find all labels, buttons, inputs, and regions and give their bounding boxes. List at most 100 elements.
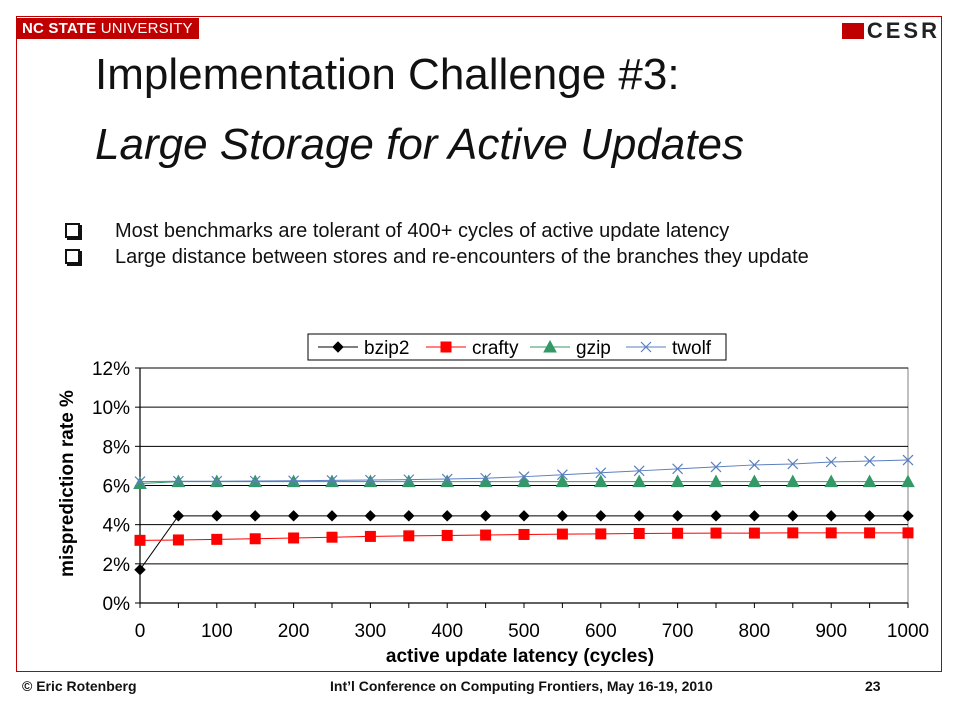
data-point-gzip [824, 474, 839, 488]
data-point-gzip [709, 474, 723, 488]
y-tick-label: 8% [103, 437, 131, 458]
marker-stroke [249, 475, 261, 487]
data-point-bzip2 [287, 510, 300, 522]
university-logo: NC STATE UNIVERSITY [16, 18, 199, 39]
data-point-bzip2 [902, 510, 914, 522]
data-point-bzip2 [364, 510, 377, 522]
cesr-mark-icon [841, 23, 864, 39]
data-point-twolf [518, 471, 530, 483]
data-point-twolf [710, 461, 722, 473]
data-point-twolf [480, 472, 492, 484]
data-point-gzip [401, 474, 416, 488]
legend-marker [640, 341, 652, 353]
checkbox-bullet-icon [65, 249, 80, 264]
legend-marker [332, 341, 344, 353]
data-point-crafty [172, 534, 184, 546]
x-tick-label: 1000 [887, 621, 929, 642]
data-point-bzip2 [710, 510, 722, 522]
x-tick-label: 100 [201, 621, 233, 642]
data-point-crafty [748, 527, 760, 539]
data-point-twolf [864, 455, 876, 467]
marker-stroke [864, 455, 876, 467]
marker-stroke [211, 475, 223, 487]
data-point-crafty [672, 527, 684, 539]
data-point-gzip [555, 474, 570, 488]
marker-stroke [825, 456, 837, 468]
data-point-crafty [364, 530, 376, 542]
footer-conference: Int’l Conference on Computing Frontiers,… [330, 678, 713, 694]
data-point-crafty [710, 527, 722, 539]
y-tick-label: 12% [92, 359, 130, 380]
marker-stroke [172, 475, 184, 487]
data-point-bzip2 [633, 510, 645, 522]
data-point-crafty [518, 528, 530, 540]
marker-stroke [134, 476, 146, 488]
data-point-bzip2 [172, 510, 185, 522]
data-point-bzip2 [863, 510, 876, 522]
marker-stroke [326, 474, 338, 486]
legend-label-twolf: twolf [672, 338, 712, 359]
data-point-crafty [211, 533, 223, 545]
y-tick-label: 2% [103, 555, 131, 576]
x-tick-label: 0 [135, 621, 146, 642]
data-point-crafty [134, 534, 146, 546]
data-point-twolf [403, 474, 415, 486]
legend-label-crafty: crafty [472, 338, 519, 359]
data-point-bzip2 [556, 510, 569, 522]
legend-marker [440, 341, 452, 353]
data-point-twolf [249, 475, 261, 487]
data-point-bzip2 [249, 510, 261, 522]
data-point-crafty [864, 527, 876, 539]
slide-title: Implementation Challenge #3: [95, 50, 680, 99]
marker-stroke [364, 474, 376, 486]
y-tick-label: 4% [103, 516, 131, 537]
data-point-gzip [785, 474, 800, 488]
marker-stroke [441, 473, 453, 485]
legend-label-gzip: gzip [576, 338, 611, 359]
x-tick-label: 200 [278, 621, 310, 642]
marker-stroke [710, 461, 722, 473]
footer-page-number: 23 [865, 678, 881, 694]
data-point-bzip2 [748, 510, 761, 522]
legend-marker [543, 339, 557, 353]
x-axis-title: active update latency (cycles) [386, 646, 654, 667]
x-tick-label: 600 [585, 621, 617, 642]
data-point-bzip2 [441, 510, 453, 522]
marker-stroke [595, 467, 607, 479]
marker-stroke [633, 465, 645, 477]
y-tick-label: 10% [92, 398, 130, 419]
legend-label-bzip2: bzip2 [364, 338, 409, 359]
x-tick-label: 700 [662, 621, 694, 642]
marker-stroke [672, 463, 684, 475]
bullet-list: Most benchmarks are tolerant of 400+ cyc… [60, 220, 940, 272]
data-point-bzip2 [479, 510, 492, 522]
data-point-twolf [134, 476, 146, 488]
y-axis-title: misprediction rate % [57, 390, 78, 577]
cesr-logo: CESR [841, 18, 940, 44]
x-tick-label: 500 [508, 621, 540, 642]
data-point-bzip2 [787, 510, 799, 522]
data-point-crafty [326, 531, 338, 543]
y-tick-label: 0% [103, 594, 131, 615]
data-point-crafty [633, 527, 645, 539]
data-point-gzip [747, 474, 762, 488]
footer-author: © Eric Rotenberg [22, 678, 137, 694]
data-point-twolf [441, 473, 453, 485]
data-point-crafty [556, 528, 568, 540]
data-point-twolf [326, 474, 338, 486]
legend: bzip2 crafty gzip twolf [307, 333, 727, 361]
data-point-gzip [593, 474, 608, 488]
data-point-twolf [595, 467, 607, 479]
marker-stroke [518, 471, 530, 483]
data-point-gzip [862, 474, 877, 488]
data-point-gzip [901, 474, 915, 488]
x-tick-label: 400 [431, 621, 463, 642]
data-point-crafty [595, 528, 607, 540]
data-point-twolf [787, 458, 799, 470]
marker-stroke [640, 341, 652, 353]
data-point-crafty [902, 527, 914, 539]
data-point-twolf [556, 469, 568, 481]
data-point-bzip2 [671, 510, 684, 522]
data-point-twolf [902, 454, 914, 466]
